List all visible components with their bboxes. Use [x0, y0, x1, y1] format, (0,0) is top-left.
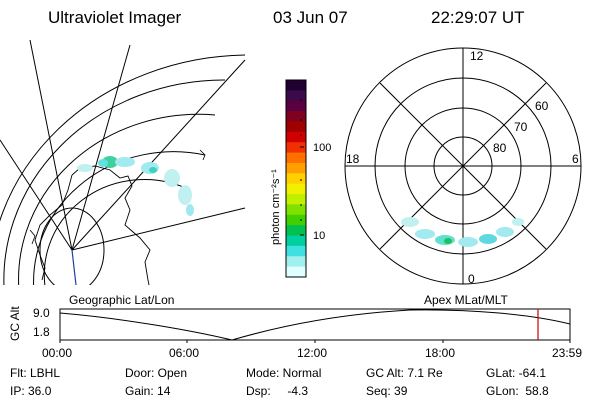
- colorbar-segment: [286, 111, 306, 122]
- mlat-label-80: 80: [493, 141, 507, 155]
- seq-info: Seq: 39: [366, 384, 408, 398]
- x-tick-1800: 18:00: [425, 346, 456, 360]
- mlat-label-70: 70: [514, 120, 528, 134]
- polar-plot: [344, 47, 582, 285]
- mlt-label-0: 0: [468, 272, 475, 286]
- colorbar-segment: [286, 266, 306, 278]
- geographic-label: Geographic Lat/Lon: [69, 293, 175, 307]
- colorbar-segment: [286, 235, 306, 247]
- mlt-label-18: 18: [346, 152, 360, 166]
- gain-info: Gain: 14: [125, 384, 171, 398]
- altitude-timeline: [59, 308, 571, 343]
- colorbar-segment: [286, 152, 306, 164]
- ip-info: IP: 36.0: [10, 384, 52, 398]
- colorbar-segment: [286, 194, 306, 205]
- mlat-label-60: 60: [535, 99, 549, 113]
- colorbar-segment: [286, 162, 306, 174]
- coastline: [29, 229, 36, 245]
- aurora-emission: [77, 156, 194, 216]
- latitude-circle: [18, 113, 216, 285]
- colorbar-tick-100: 100: [313, 142, 331, 154]
- colorbar-segment: [286, 214, 306, 226]
- gc-alt-info: GC Alt: 7.1 Re: [366, 366, 443, 380]
- altitude-curve: [59, 309, 571, 341]
- time: 22:29:07 UT: [431, 8, 525, 27]
- latitude-circle: [0, 54, 246, 222]
- colorbar-segment: [286, 142, 306, 154]
- mlt-label-6: 6: [572, 152, 579, 166]
- x-tick-2359: 23:59: [552, 346, 583, 360]
- meridian: [71, 44, 131, 251]
- meridian: [0, 139, 73, 251]
- latitude-circle: [39, 207, 105, 285]
- glon-info: GLon: 58.8: [486, 384, 549, 398]
- gc-alt-axis-label: GC Alt: [8, 306, 22, 341]
- colorbar-segment: [286, 131, 306, 143]
- colorbar: [285, 79, 307, 278]
- y-tick-1-8: 1.8: [33, 325, 50, 339]
- colorbar-segment: [286, 204, 306, 216]
- colorbar-segment: [286, 121, 306, 133]
- apex-label: Apex MLat/MLT: [424, 293, 508, 307]
- y-tick-9: 9.0: [33, 306, 50, 320]
- filter-info: Flt: LBHL: [10, 366, 61, 380]
- colorbar-border: [285, 79, 307, 278]
- meridian: [29, 40, 73, 251]
- colorbar-segment: [286, 225, 306, 237]
- geographic-map: [0, 40, 246, 285]
- colorbar-segment: [286, 173, 306, 185]
- x-tick-1200: 12:00: [297, 346, 328, 360]
- glat-info: GLat: -64.1: [486, 366, 547, 380]
- door-info: Door: Open: [125, 366, 188, 380]
- mode-info: Mode: Normal: [246, 366, 322, 380]
- colorbar-segment: [286, 256, 306, 268]
- spacecraft-marker: [71, 249, 77, 285]
- coastline: [71, 165, 151, 285]
- meridian: [71, 207, 246, 251]
- mlt-label-12: 12: [470, 49, 484, 63]
- date: 03 Jun 07: [273, 8, 348, 27]
- x-tick-0000: 00:00: [42, 346, 73, 360]
- colorbar-segment: [286, 183, 306, 195]
- aurora-oval: [401, 217, 524, 247]
- colorbar-segment: [286, 100, 306, 112]
- dsp-info: Dsp: -4.3: [246, 384, 309, 398]
- colorbar-tick-10: 10: [313, 230, 325, 242]
- coastline: [34, 174, 73, 281]
- colorbar-segment: [286, 80, 306, 91]
- colorbar-label: photon cm⁻²s⁻¹: [270, 169, 282, 245]
- latitude-circle: [3, 79, 226, 285]
- coastline: [199, 149, 206, 161]
- x-tick-0600: 06:00: [169, 346, 200, 360]
- colorbar-segment: [286, 90, 306, 102]
- title: Ultraviolet Imager: [48, 8, 182, 27]
- colorbar-segment: [286, 245, 306, 257]
- meridian: [71, 59, 246, 251]
- colorbar-ticks: [300, 99, 304, 236]
- latitude-circle: [33, 151, 206, 285]
